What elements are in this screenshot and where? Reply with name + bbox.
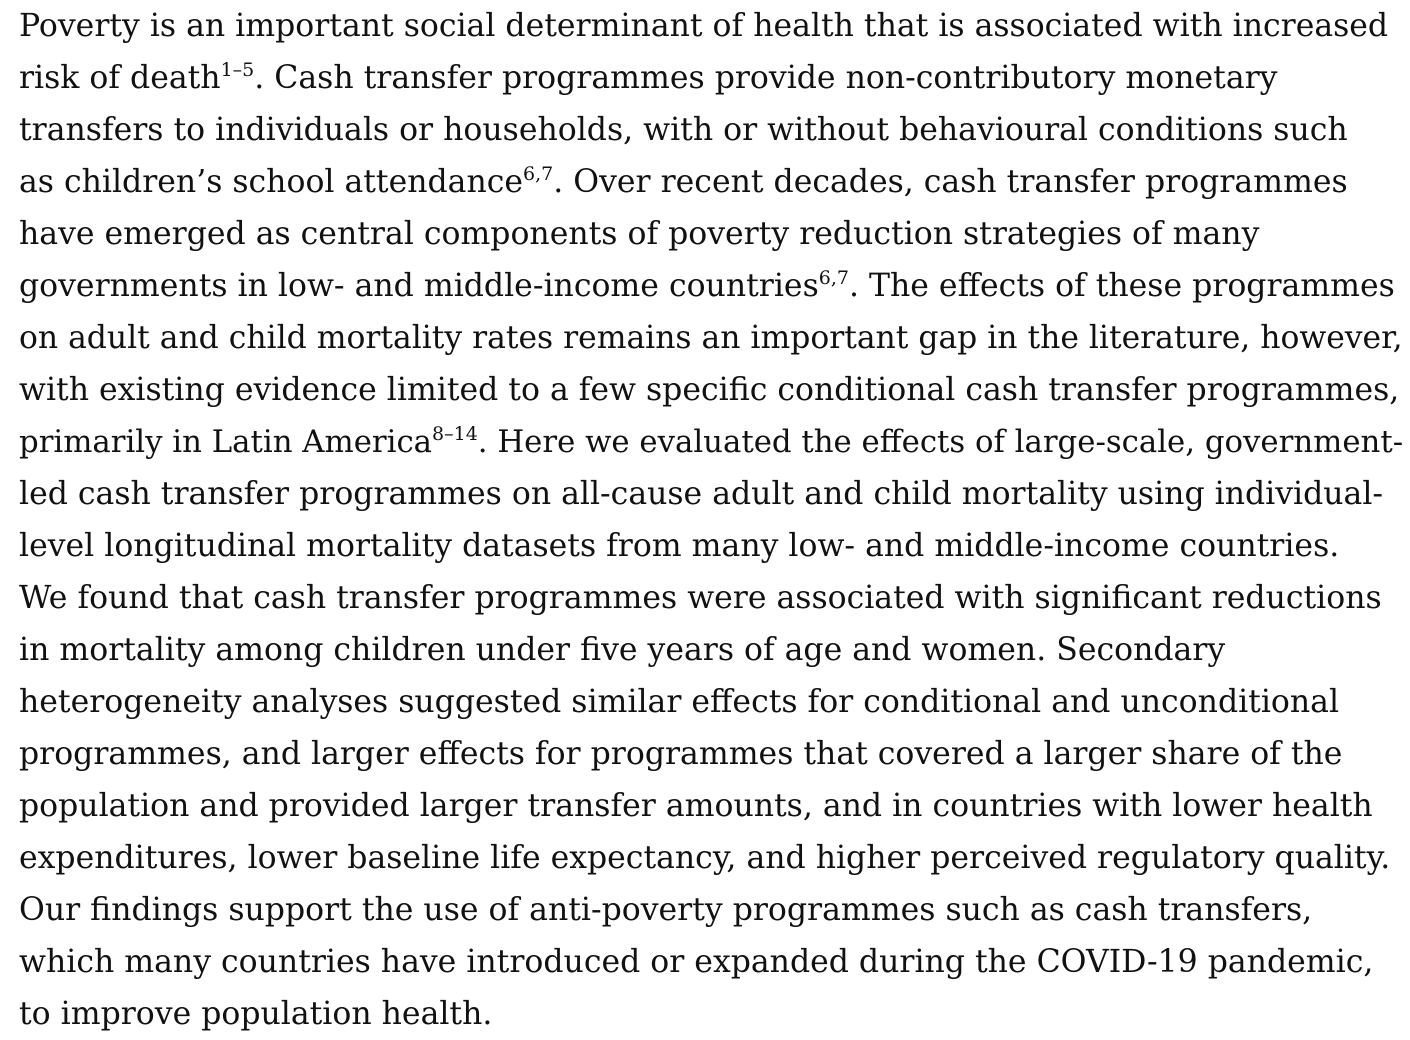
abstract-text: heterogeneity analyses suggested similar… [19,684,1340,720]
citation-superscript: 1–5 [220,59,255,81]
abstract-text: primarily in Latin America [19,424,433,460]
abstract-text: which many countries have introduced or … [19,944,1374,980]
abstract-text: population and provided larger transfer … [19,788,1373,824]
abstract-text: . Over recent decades, cash transfer pro… [553,164,1348,200]
abstract-text: . The effects of these programmes [848,268,1395,304]
citation-superscript: 6,7 [818,267,849,289]
abstract-line: governments in low- and middle-income co… [19,260,1403,312]
abstract-text: to improve population health. [19,996,493,1032]
abstract-text: level longitudinal mortality datasets fr… [19,528,1340,564]
abstract-line: in mortality among children under five y… [19,624,1403,676]
abstract-text: transfers to individuals or households, … [19,112,1348,148]
abstract-line: on adult and child mortality rates remai… [19,312,1403,364]
abstract-line: Our findings support the use of anti-pov… [19,884,1403,936]
abstract-line: have emerged as central components of po… [19,208,1403,260]
abstract-line: to improve population health. [19,988,1403,1040]
abstract-line: expenditures, lower baseline life expect… [19,832,1403,884]
citation-superscript: 8–14 [432,423,478,445]
abstract-line: led cash transfer programmes on all-caus… [19,468,1403,520]
abstract-text: . Here we evaluated the effects of large… [477,424,1404,460]
abstract-line: transfers to individuals or households, … [19,104,1403,156]
abstract-line: We found that cash transfer programmes w… [19,572,1403,624]
abstract-text: expenditures, lower baseline life expect… [19,840,1391,876]
abstract-text: led cash transfer programmes on all-caus… [19,476,1384,512]
abstract-text: as children’s school attendance [19,164,524,200]
abstract-line: Poverty is an important social determina… [19,0,1403,52]
abstract-line: as children’s school attendance6,7. Over… [19,156,1403,208]
abstract-line: primarily in Latin America8–14. Here we … [19,416,1403,468]
abstract-text: programmes, and larger effects for progr… [19,736,1343,772]
abstract-line: which many countries have introduced or … [19,936,1403,988]
abstract-text: Poverty is an important social determina… [19,8,1389,44]
abstract-line: level longitudinal mortality datasets fr… [19,520,1403,572]
abstract-text: have emerged as central components of po… [19,216,1260,252]
abstract-line: programmes, and larger effects for progr… [19,728,1403,780]
abstract-line: heterogeneity analyses suggested similar… [19,676,1403,728]
citation-superscript: 6,7 [523,163,554,185]
abstract-text: We found that cash transfer programmes w… [19,580,1382,616]
abstract-text: with existing evidence limited to a few … [19,372,1400,408]
abstract-text: Our findings support the use of anti-pov… [19,892,1313,928]
abstract-text: in mortality among children under five y… [19,632,1226,668]
abstract-line: with existing evidence limited to a few … [19,364,1403,416]
abstract-text: . Cash transfer programmes provide non-c… [254,60,1278,96]
abstract-text: risk of death [19,60,221,96]
abstract-text: governments in low- and middle-income co… [19,268,819,304]
abstract-line: population and provided larger transfer … [19,780,1403,832]
abstract-paragraph: Poverty is an important social determina… [19,0,1403,1040]
abstract-line: risk of death1–5. Cash transfer programm… [19,52,1403,104]
abstract-text: on adult and child mortality rates remai… [19,320,1403,356]
